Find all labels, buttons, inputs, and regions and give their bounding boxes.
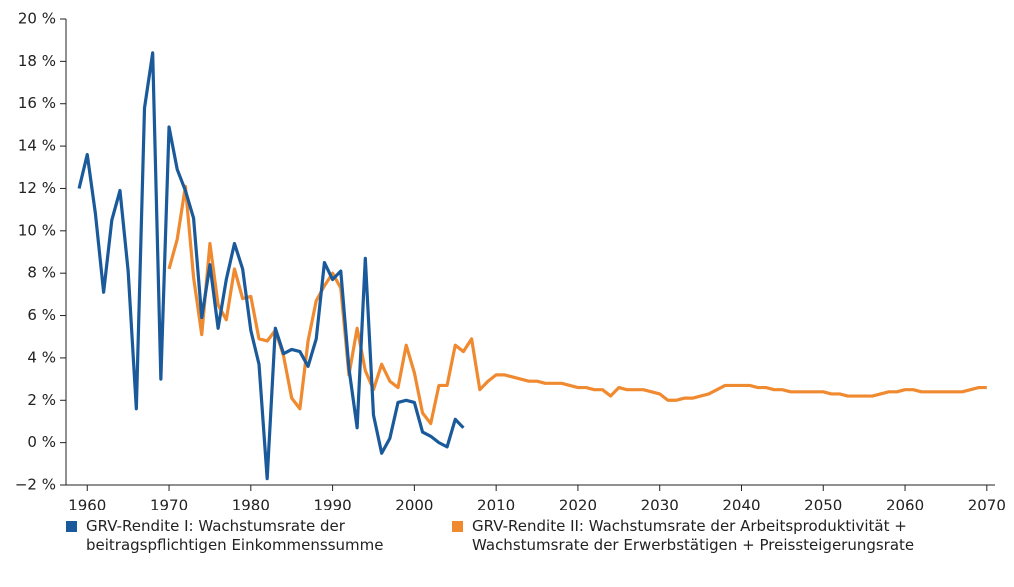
y-tick-label: 6 %	[27, 306, 56, 324]
y-tick-label: 14 %	[18, 137, 56, 155]
x-tick-label: 2010	[477, 497, 515, 511]
y-tick-label: 20 %	[18, 10, 56, 28]
y-tick-label: 10 %	[18, 221, 56, 239]
x-tick-label: 2030	[641, 497, 679, 511]
x-tick-label: 1990	[314, 497, 352, 511]
x-tick-label: 1980	[232, 497, 270, 511]
y-tick-label: 16 %	[18, 94, 56, 112]
x-tick-label: 2060	[886, 497, 924, 511]
x-tick-label: 2050	[804, 497, 842, 511]
y-tick-label: 8 %	[27, 264, 56, 282]
x-tick-label: 2070	[968, 497, 1006, 511]
chart: −2 % 0 % 2 % 4 % 6 % 8 % 10 % 12 % 14 % 16 % 18 % 2…	[15, 10, 1006, 515]
legend-swatch	[452, 521, 463, 532]
x-tick-label: 2020	[559, 497, 597, 511]
legend-swatch	[66, 521, 77, 532]
y-tick-label: 4 %	[27, 348, 56, 366]
legend-label: GRV-Rendite I: Wachstumsrate der beitrag…	[86, 517, 384, 554]
legend-item: GRV-Rendite II: Wachstumsrate der Arbeit…	[452, 517, 952, 555]
series-line	[167, 184, 987, 426]
y-tick-label: 0 %	[27, 433, 56, 451]
y-tick-label: 18 %	[18, 52, 56, 70]
y-tick-label: 2 %	[27, 391, 56, 409]
legend-label: GRV-Rendite II: Wachstumsrate der Arbeit…	[472, 517, 915, 554]
x-tick-label: 2040	[722, 497, 760, 511]
x-tick-label: 2000	[395, 497, 433, 511]
x-tick-label: 1970	[150, 497, 188, 511]
x-tick-label: 1960	[68, 497, 106, 511]
legend-item: GRV-Rendite I: Wachstumsrate der beitrag…	[66, 517, 396, 555]
y-tick-label: −2 %	[15, 476, 56, 494]
y-tick-label: 12 %	[18, 179, 56, 197]
series-line	[77, 51, 465, 481]
